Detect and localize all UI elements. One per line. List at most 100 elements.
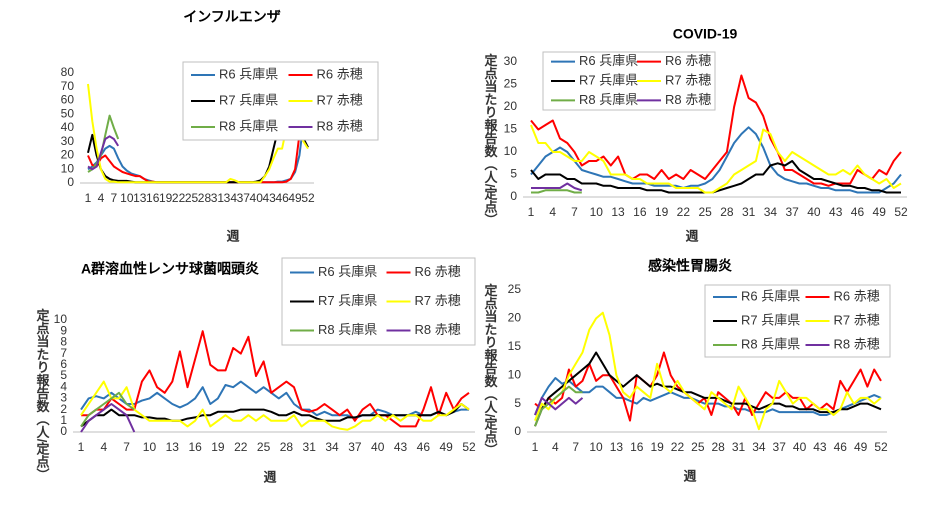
x-tick-label: 49 [439,440,453,454]
series-line [87,135,120,171]
legend-box [281,257,476,346]
x-tick-label: 7 [572,440,579,454]
y-tick-label: 3 [60,391,67,405]
chart-panel: COVID-19 0 5 10 15 20 25 30 1 4 7 10 13 16 19 22 25 28 31 3… [483,26,908,244]
x-tick-label: 16 [633,205,647,219]
x-tick-label: 13 [133,191,147,205]
y-tick-label: 80 [61,65,75,79]
x-tick-label: 1 [85,191,92,205]
y-tick-label: 7 [60,346,67,360]
x-axis-label: 週 [685,228,698,243]
y-tick-label: 20 [508,311,522,325]
x-tick-label: 31 [732,440,746,454]
legend-label: R7 兵庫県 [579,72,638,87]
chart-title: A群溶血性レンサ球菌咽頭炎 [81,261,259,277]
x-tick-label: 13 [611,205,625,219]
x-tick-label: 31 [742,205,756,219]
x-tick-label: 49 [854,440,868,454]
x-tick-label: 19 [650,440,664,454]
series-line [534,385,583,427]
series-line [81,330,470,428]
legend-label: R8 赤穂 [834,336,880,351]
legend-label: R8 赤穂 [665,92,711,107]
series-line [531,182,583,192]
y-tick-label: 0 [514,424,521,438]
legend-label: R8 赤穂 [415,322,461,337]
series-line [534,377,882,416]
x-tick-label: 37 [237,191,251,205]
x-tick-label: 52 [462,440,476,454]
legend-label: R6 赤穂 [665,53,711,68]
y-tick-label: 5 [60,368,67,382]
x-tick-label: 1 [532,440,539,454]
y-tick-label: 10 [54,312,68,326]
y-tick-label: 25 [508,282,522,296]
y-tick-label: 20 [61,148,75,162]
y-tick-label: 4 [60,379,67,393]
x-tick-label: 43 [262,191,276,205]
y-tick-label: 30 [61,134,75,148]
y-tick-label: 6 [60,357,67,371]
series-line [534,396,584,416]
x-tick-label: 28 [711,440,725,454]
legend-label: R8 兵庫県 [318,322,377,337]
y-tick-label: 2 [60,402,67,416]
y-axis-label: 定点当たり報告数（人/定点） [35,308,51,481]
x-tick-label: 43 [813,440,827,454]
x-tick-label: 25 [698,205,712,219]
x-tick-label: 19 [655,205,669,219]
x-tick-label: 22 [677,205,691,219]
x-tick-label: 40 [250,191,264,205]
x-tick-label: 16 [146,191,160,205]
y-tick-label: 10 [61,161,75,175]
y-tick-label: 25 [504,77,518,91]
legend-label: R7 赤穂 [834,312,880,327]
x-tick-label: 13 [166,440,180,454]
y-tick-label: 15 [508,339,522,353]
chart-panel: 感染性胃腸炎 0 5 10 15 20 25 1 4 7 10 13 16 19 22 25 28 31 34 37 4… [483,258,891,483]
x-tick-label: 10 [590,205,604,219]
legend-label: R7 赤穂 [415,293,461,308]
x-tick-label: 25 [185,191,199,205]
x-tick-label: 43 [394,440,408,454]
x-tick-label: 28 [720,205,734,219]
x-tick-label: 19 [211,440,225,454]
y-tick-label: 1 [60,413,67,427]
x-tick-label: 19 [159,191,173,205]
x-tick-label: 4 [100,440,107,454]
y-tick-label: 70 [61,79,75,93]
legend-label: R6 赤穂 [317,66,363,81]
y-tick-label: 20 [504,99,518,113]
x-tick-label: 4 [552,440,559,454]
y-tick-label: 10 [508,367,522,381]
y-tick-label: 50 [61,106,75,120]
x-tick-label: 31 [211,191,225,205]
x-axis-label: 週 [263,469,276,484]
x-tick-label: 7 [123,440,130,454]
series-line [531,189,582,194]
x-axis-label: 週 [226,228,239,243]
legend-label: R7 兵庫県 [318,293,377,308]
x-tick-label: 43 [829,205,843,219]
x-tick-label: 1 [528,205,535,219]
x-tick-label: 28 [280,440,294,454]
y-tick-label: 60 [61,93,75,107]
legend-label: R6 兵庫県 [219,66,278,81]
x-tick-label: 40 [793,440,807,454]
series-line [87,83,309,184]
legend-label: R6 兵庫県 [741,288,800,303]
x-tick-label: 37 [348,440,362,454]
legend-label: R8 兵庫県 [579,92,638,107]
x-tick-label: 49 [873,205,887,219]
x-tick-label: 37 [773,440,787,454]
x-tick-label: 31 [303,440,317,454]
x-tick-label: 13 [610,440,624,454]
x-tick-label: 34 [752,440,766,454]
series-line [80,380,470,431]
series-line [534,311,882,431]
y-tick-label: 0 [510,189,517,203]
x-tick-label: 22 [671,440,685,454]
x-tick-label: 46 [275,191,289,205]
